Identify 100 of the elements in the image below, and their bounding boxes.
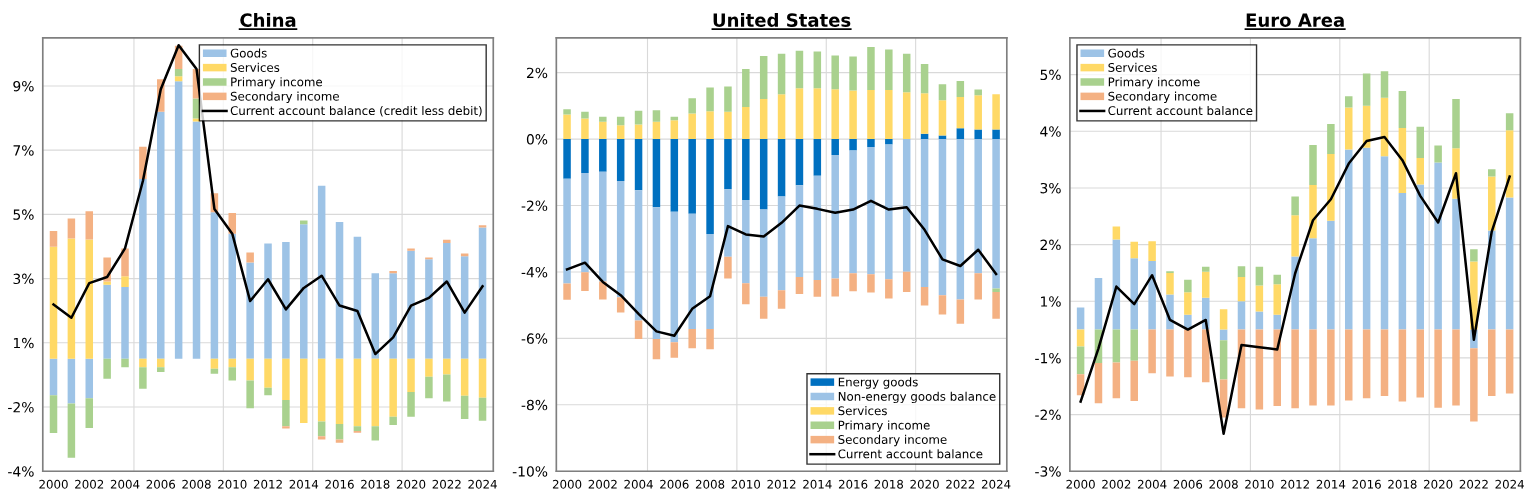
- bar: [777, 53, 786, 95]
- bar: [652, 121, 661, 140]
- bar: [1112, 362, 1121, 399]
- bar: [563, 109, 571, 115]
- bar: [210, 212, 219, 359]
- x-tick-label: 2010: [218, 479, 247, 489]
- bar: [920, 139, 929, 287]
- line-series: [1079, 135, 1511, 436]
- y-tick-label: -4%: [521, 266, 548, 278]
- bar: [85, 398, 94, 428]
- bar: [1130, 241, 1138, 259]
- bar: [885, 89, 893, 140]
- bar: [1434, 145, 1442, 163]
- bar: [974, 139, 982, 274]
- bar: [831, 55, 839, 90]
- bar: [742, 69, 750, 107]
- legend-label: Current account balance: [838, 449, 983, 459]
- bar: [867, 139, 875, 148]
- bar: [831, 139, 839, 156]
- bar: [1434, 329, 1442, 408]
- bar: [992, 129, 1000, 140]
- bar: [389, 273, 397, 359]
- bar: [335, 358, 344, 425]
- x-tick-label: 2016: [325, 479, 354, 489]
- bar: [938, 135, 947, 140]
- bar: [742, 199, 750, 284]
- bar: [335, 439, 344, 443]
- bar: [1416, 184, 1425, 330]
- bar: [670, 120, 679, 140]
- bar: [670, 139, 679, 212]
- legend-label: Primary income: [838, 420, 930, 432]
- bar: [103, 284, 111, 359]
- bar: [282, 358, 290, 400]
- bar: [1291, 329, 1299, 409]
- bar: [1416, 329, 1425, 398]
- bar: [103, 281, 111, 285]
- bar: [724, 86, 732, 112]
- bar: [1291, 215, 1299, 257]
- x-tick-label: 2000: [1066, 479, 1095, 489]
- y-tick-label: 4%: [1040, 126, 1061, 137]
- bar: [1362, 147, 1371, 330]
- bar: [867, 47, 875, 90]
- bar: [616, 116, 625, 126]
- legend-label: Secondary income: [1108, 91, 1217, 103]
- bar: [1434, 162, 1442, 330]
- bar: [920, 64, 929, 94]
- legend-label: Goods: [1108, 48, 1145, 58]
- bar: [139, 367, 147, 389]
- bar: [1327, 153, 1335, 221]
- bar: [777, 94, 786, 140]
- bar: [1380, 156, 1389, 330]
- y-tick-label: -2%: [1035, 409, 1061, 421]
- bar: [777, 139, 786, 197]
- x-tick-label: 2000: [39, 479, 68, 489]
- bar: [1094, 278, 1103, 330]
- bar: [1148, 329, 1156, 374]
- bar: [581, 172, 589, 273]
- chart-title: China: [240, 12, 296, 27]
- bar: [121, 286, 129, 359]
- y-tick-label: 3%: [13, 273, 34, 285]
- bar: [974, 95, 982, 130]
- bar: [174, 76, 183, 82]
- bar: [616, 180, 625, 298]
- bar: [1166, 329, 1174, 377]
- bar: [1380, 329, 1389, 396]
- x-tick-label: 2020: [1423, 479, 1453, 489]
- bar: [795, 139, 804, 186]
- bar: [992, 291, 1000, 319]
- bar: [831, 278, 839, 297]
- bar: [902, 139, 911, 272]
- x-tick-label: 2002: [1102, 479, 1131, 489]
- bar: [616, 125, 625, 140]
- bar: [885, 49, 893, 90]
- legend-label: Services: [1108, 62, 1157, 72]
- y-tick-label: 2%: [526, 67, 548, 79]
- bar: [192, 121, 201, 359]
- bar: [795, 185, 804, 277]
- bar: [1076, 329, 1085, 347]
- bar: [85, 239, 94, 359]
- bar: [478, 358, 487, 398]
- bar: [157, 111, 165, 359]
- bar: [634, 320, 643, 340]
- bar: [706, 87, 714, 112]
- bar: [317, 358, 326, 422]
- x-tick-label: 2014: [1316, 479, 1346, 489]
- bar: [885, 279, 893, 299]
- bar: [246, 262, 254, 359]
- bar: [724, 111, 732, 140]
- bar: [210, 358, 219, 369]
- x-tick-label: 2010: [731, 479, 761, 489]
- bar: [813, 175, 822, 280]
- y-tick-label: 7%: [13, 145, 34, 156]
- bar: [652, 207, 661, 340]
- bar: [1219, 340, 1228, 380]
- legend-label: Primary income: [1108, 77, 1200, 89]
- bar: [938, 139, 947, 296]
- x-tick-label: 2020: [396, 479, 426, 489]
- bar: [813, 88, 822, 140]
- x-tick-label: 2014: [803, 479, 832, 489]
- bar: [777, 290, 786, 309]
